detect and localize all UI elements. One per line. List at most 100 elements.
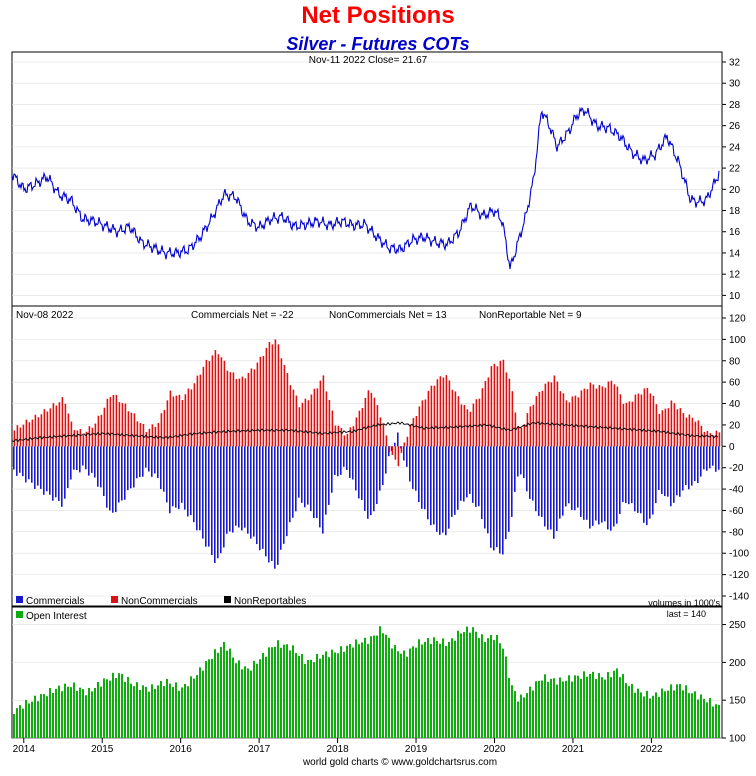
noncommercials-bar xyxy=(133,413,136,447)
open-interest-bar xyxy=(457,630,459,738)
open-interest-bar xyxy=(400,653,402,738)
commercials-bar xyxy=(442,446,444,533)
commercials-bar xyxy=(493,446,495,551)
open-interest-bar xyxy=(121,673,123,738)
positions-axis-tick-label: 80 xyxy=(729,356,741,367)
open-interest-bar xyxy=(223,641,225,738)
open-interest-bar xyxy=(658,696,660,738)
noncommercials-bar xyxy=(442,377,445,447)
noncommercials-bar xyxy=(679,408,682,447)
commercials-bar xyxy=(136,446,138,479)
open-interest-bar xyxy=(436,641,438,738)
noncommercials-bar xyxy=(151,424,154,447)
noncommercials-bar xyxy=(256,362,259,447)
commercials-bar xyxy=(247,446,249,534)
open-interest-bar xyxy=(271,647,273,738)
noncommercials-bar xyxy=(172,396,175,447)
commercials-bar xyxy=(619,446,621,514)
noncommercials-bar xyxy=(466,409,469,447)
noncommercials-bar xyxy=(190,389,193,447)
commercials-bar xyxy=(469,446,471,494)
open-interest-bar xyxy=(490,634,492,738)
noncommercials-bar xyxy=(526,413,529,447)
open-interest-bar xyxy=(592,671,594,738)
commercials-bar xyxy=(430,446,432,526)
commercials-bar xyxy=(562,446,564,516)
noncommercials-bar xyxy=(55,405,58,447)
positions-axis-tick-label: 0 xyxy=(729,442,735,453)
noncommercials-bar xyxy=(295,395,298,447)
commercials-bar xyxy=(79,446,81,473)
open-interest-bar xyxy=(550,678,552,738)
noncommercials-bar xyxy=(211,355,214,447)
commercials-bar xyxy=(502,446,504,555)
commercials-bar xyxy=(64,446,66,499)
open-interest-bar xyxy=(397,651,399,738)
open-interest-bar xyxy=(112,672,114,738)
open-interest-bar xyxy=(193,678,195,738)
commercials-bar xyxy=(613,446,615,527)
noncommercials-bar xyxy=(37,417,40,447)
commercials-bar xyxy=(700,446,702,477)
noncommercials-bar xyxy=(589,382,592,447)
noncommercials-bar xyxy=(379,417,382,447)
open-interest-bar xyxy=(208,659,210,738)
open-interest-bar xyxy=(676,684,678,738)
noncommercials-bar xyxy=(121,403,124,447)
open-interest-bar xyxy=(637,688,639,738)
commercials-bar xyxy=(196,446,198,531)
noncommercials-bar xyxy=(481,388,484,447)
noncommercials-bar xyxy=(382,423,385,447)
open-interest-bar xyxy=(292,645,294,738)
nonreportables-line xyxy=(11,421,719,443)
commercials-bar xyxy=(538,446,540,516)
open-interest-bar xyxy=(88,687,90,738)
commercials-bar xyxy=(85,446,87,470)
commercials-bar xyxy=(166,446,168,503)
noncommercials-bar xyxy=(541,390,544,447)
open-interest-bar xyxy=(157,685,159,738)
open-interest-bar xyxy=(559,677,561,738)
price-series-line xyxy=(11,106,720,270)
open-interest-bar xyxy=(268,647,270,738)
open-interest-bar xyxy=(649,698,651,738)
noncommercials-bar xyxy=(394,446,397,460)
positions-panel: -140-120-100-80-60-40-20020406080100120 … xyxy=(11,305,749,608)
commercials-bar xyxy=(115,446,117,513)
commercials-bar xyxy=(169,446,171,514)
open-interest-bar xyxy=(133,686,135,738)
commercials-bar xyxy=(100,446,102,488)
positions-axis-tick-label: 100 xyxy=(729,335,746,346)
commercials-bar xyxy=(202,446,204,539)
noncommercials-bar xyxy=(385,435,388,447)
noncommercials-bar xyxy=(661,410,664,447)
commercials-bar xyxy=(535,446,537,512)
commercials-bar xyxy=(466,446,468,498)
noncommercials-bar xyxy=(538,392,541,447)
open-interest-bar xyxy=(31,701,33,738)
noncommercials-bar xyxy=(595,388,598,447)
noncommercials-bar xyxy=(262,355,265,447)
open-interest-bar xyxy=(454,640,456,738)
open-interest-axis-ticks: 100 150 200 250 xyxy=(722,620,746,745)
noncommercials-bar xyxy=(430,385,433,447)
open-interest-bar xyxy=(214,649,216,738)
noncommercials-bar xyxy=(208,361,211,447)
commercials-bar xyxy=(322,446,324,534)
open-interest-bar xyxy=(76,690,78,738)
noncommercials-bar xyxy=(73,430,76,447)
commercials-bar xyxy=(523,446,525,479)
commercials-bar xyxy=(448,446,450,529)
commercials-bar xyxy=(649,446,651,519)
noncommercials-bar xyxy=(604,387,607,447)
open-interest-bar xyxy=(502,648,504,738)
commercials-bar xyxy=(565,446,567,507)
open-interest-bar xyxy=(289,650,291,738)
open-interest-bar xyxy=(373,635,375,738)
noncommercials-bar xyxy=(592,384,595,447)
commercials-bar xyxy=(499,446,501,554)
noncommercials-bar xyxy=(196,375,199,447)
noncommercials-bar xyxy=(283,364,286,447)
open-interest-bar xyxy=(583,671,585,738)
commercials-bar xyxy=(31,446,33,483)
